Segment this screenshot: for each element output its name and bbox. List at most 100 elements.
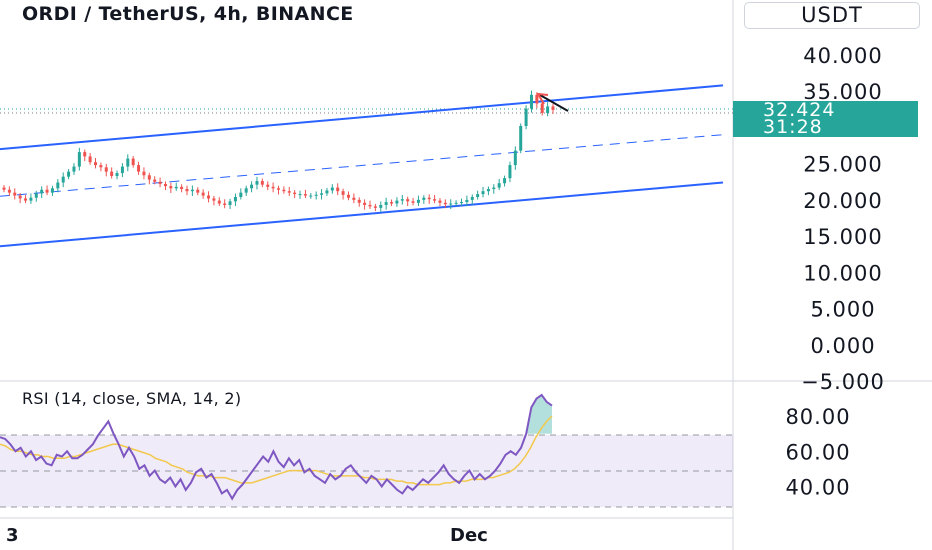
rsi-title: RSI (14, close, SMA, 14, 2): [22, 389, 242, 408]
candle-body: [546, 106, 550, 113]
last-price-tag: 32.424 31:28: [733, 101, 918, 137]
candle-body: [303, 194, 307, 196]
candle-body: [99, 165, 103, 168]
candle-body: [260, 181, 264, 185]
candle-body: [158, 181, 162, 184]
candle-body: [83, 152, 87, 157]
candle-body: [320, 193, 324, 195]
candle-body: [373, 206, 377, 208]
candle-body: [503, 178, 507, 184]
candle-body: [190, 189, 194, 192]
candle-body: [427, 197, 431, 200]
candle-body: [271, 186, 275, 189]
candle-body: [379, 204, 383, 208]
candle-body: [460, 202, 463, 204]
candle-body: [519, 125, 523, 151]
price-tick-label: 15.000: [803, 225, 882, 249]
candle-body: [395, 200, 399, 204]
candle-body: [126, 158, 130, 167]
candle-body: [201, 192, 205, 196]
candle-body: [551, 106, 555, 110]
candle-body: [508, 165, 512, 179]
candle-body: [228, 201, 232, 205]
candle-body: [314, 194, 318, 196]
rsi-tick-label: 60.00: [785, 440, 850, 464]
candle-body: [50, 188, 54, 193]
candle-body: [233, 196, 237, 202]
price-tick-label: 5.000: [810, 298, 875, 322]
candle-body: [250, 184, 254, 189]
candle-body: [476, 194, 480, 197]
candle-body: [535, 94, 539, 104]
candle-body: [293, 192, 297, 195]
candle-body: [45, 189, 49, 193]
candle-body: [529, 94, 533, 109]
channel-upper-line[interactable]: [0, 84, 724, 151]
candle-body: [7, 189, 11, 193]
channel-lower-line[interactable]: [0, 181, 724, 248]
candle-body: [255, 181, 259, 185]
candle-body: [196, 189, 200, 193]
price-axis[interactable]: 40.000 35.000 25.000 20.000 15.000 10.000 5.00…: [801, 44, 885, 394]
chart-title: ORDI / TetherUS, 4h, BINANCE: [22, 3, 354, 25]
price-tick-label: 10.000: [803, 261, 882, 285]
price-tick-label: 25.000: [803, 153, 882, 177]
candle-body: [207, 195, 211, 199]
candle-body: [137, 165, 141, 172]
candle-body: [94, 162, 97, 166]
candle-body: [368, 204, 372, 207]
candle-series: [2, 90, 555, 212]
candle-body: [352, 197, 356, 200]
candle-body: [88, 156, 92, 163]
candle-body: [120, 166, 124, 174]
candle-body: [363, 202, 367, 205]
rsi-line: [0, 393, 553, 501]
candle-body: [153, 179, 157, 182]
candle-body: [346, 194, 350, 198]
candle-body: [18, 195, 22, 199]
currency-button[interactable]: USDT: [744, 2, 920, 29]
price-tick-label: 20.000: [803, 189, 882, 213]
candle-body: [239, 192, 243, 197]
candle-body: [422, 197, 426, 200]
candle-body: [443, 202, 447, 205]
candle-body: [67, 171, 71, 177]
candle-body: [142, 171, 146, 176]
last-price-value: 32.424: [763, 99, 836, 121]
drawing-arrow-line[interactable]: [539, 94, 569, 112]
candle-body: [406, 199, 410, 202]
candle-body: [115, 173, 119, 176]
candle-body: [2, 187, 6, 190]
candle-body: [384, 202, 388, 205]
candle-body: [72, 166, 76, 172]
candle-body: [336, 187, 340, 192]
candle-body: [513, 150, 517, 166]
candle-body: [438, 200, 442, 203]
candle-body: [24, 198, 28, 201]
candle-body: [77, 152, 81, 167]
drawing-arrow-head[interactable]: [536, 92, 549, 105]
rsi-tick-label: 80.00: [785, 405, 850, 429]
candle-body: [449, 203, 453, 205]
candle-body: [180, 186, 184, 190]
candle-body: [29, 197, 33, 201]
candle-body: [390, 202, 394, 204]
candle-body: [282, 189, 286, 192]
candle-body: [481, 191, 485, 195]
candle-body: [56, 182, 60, 189]
candle-body: [169, 186, 173, 189]
candle-body: [325, 190, 329, 194]
price-tick-label: 0.000: [810, 334, 875, 358]
price-tick-label: −5.000: [801, 370, 885, 394]
candle-body: [309, 195, 313, 197]
price-tick-label: 40.000: [803, 44, 882, 68]
channel-middle-line[interactable]: [0, 134, 724, 197]
candle-body: [34, 193, 38, 198]
candle-body: [40, 189, 44, 194]
rsi-axis[interactable]: 80.00 60.00 40.00: [785, 405, 850, 499]
candle-body: [104, 167, 108, 172]
candle-body: [454, 202, 458, 204]
price-tick-label: 35.000: [803, 80, 882, 104]
candle-body: [486, 189, 490, 192]
